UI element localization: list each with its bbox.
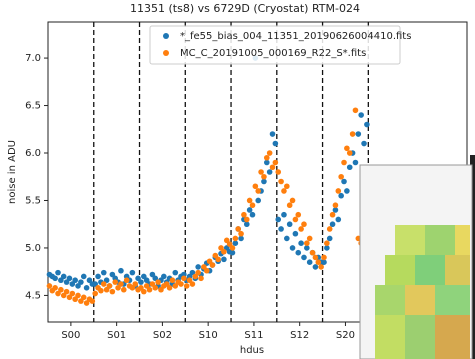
overlay-window bbox=[0, 0, 475, 359]
screen: 11351 (ts8) vs 6729D (Cryostat) RTM-024 … bbox=[0, 0, 475, 359]
